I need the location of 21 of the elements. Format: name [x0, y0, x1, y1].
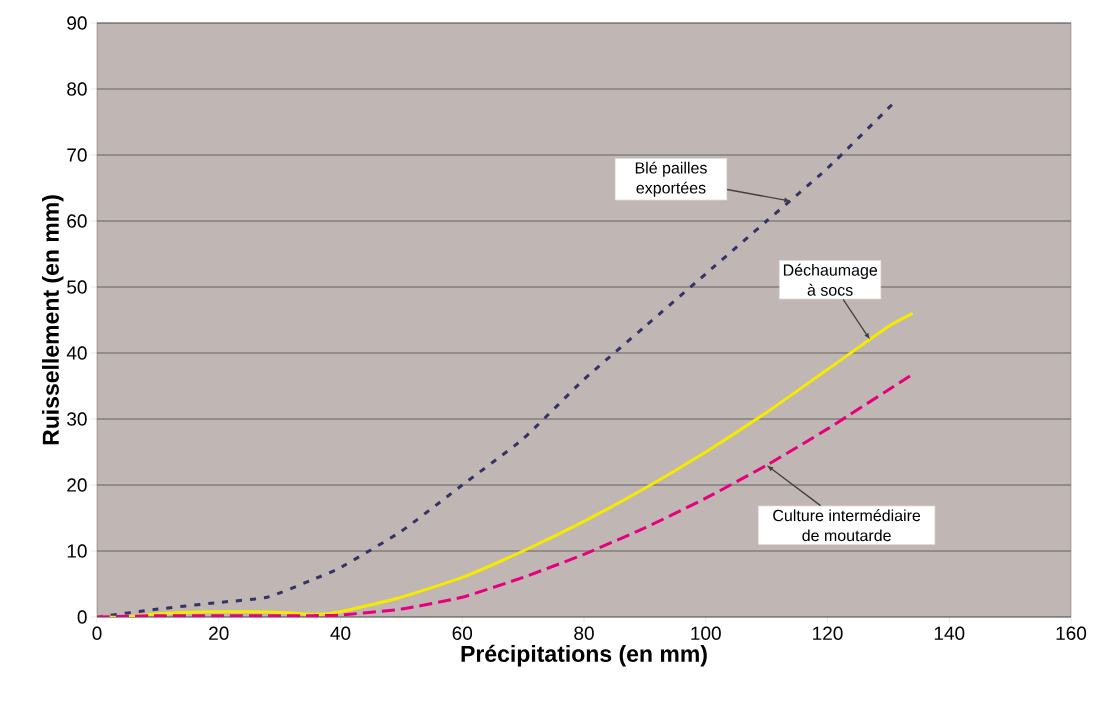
y-tick-label: 60: [67, 214, 87, 228]
y-tick-label: 30: [67, 412, 87, 426]
y-tick-label: 80: [67, 82, 87, 96]
y-tick-label: 10: [67, 544, 87, 558]
y-tick-label: 0: [77, 610, 87, 624]
y-tick-label: 20: [67, 478, 87, 492]
x-tick-label: 0: [92, 626, 102, 640]
x-tick-label: 100: [691, 626, 721, 640]
x-tick-label: 120: [813, 626, 843, 640]
y-axis-title: Ruissellement (en mm): [42, 195, 64, 445]
x-tick-label: 60: [452, 626, 473, 640]
x-tick-label: 140: [934, 626, 965, 640]
y-tick-label: 50: [67, 280, 87, 294]
y-tick-label: 70: [67, 148, 87, 162]
x-tick-label: 40: [330, 626, 351, 640]
x-tick-label: 160: [1056, 626, 1087, 640]
y-tick-label: 90: [67, 16, 87, 30]
x-axis-title: Précipitations (en mm): [461, 644, 707, 667]
y-tick-label: 40: [66, 346, 87, 360]
x-tick-label: 20: [209, 626, 229, 640]
x-tick-label: 80: [574, 626, 594, 640]
